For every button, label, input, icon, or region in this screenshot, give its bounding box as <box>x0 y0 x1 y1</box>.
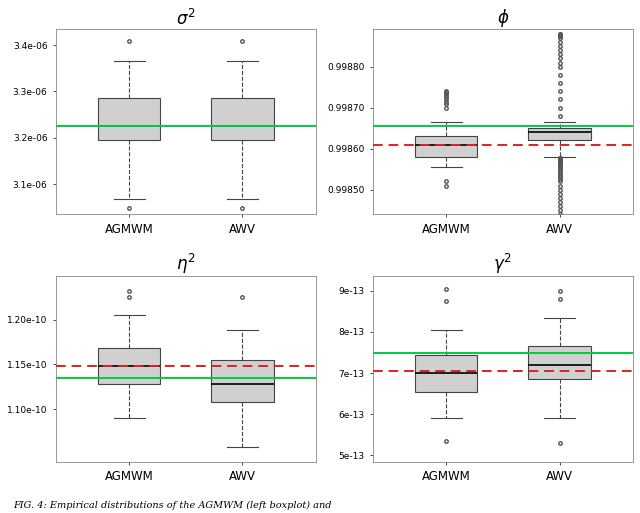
PathPatch shape <box>529 346 591 379</box>
Title: $\eta^2$: $\eta^2$ <box>176 252 196 277</box>
Text: FIG. 4: Empirical distributions of the AGMWM (left boxplot) and: FIG. 4: Empirical distributions of the A… <box>13 501 332 510</box>
PathPatch shape <box>529 128 591 141</box>
PathPatch shape <box>98 98 161 140</box>
Title: $\sigma^2$: $\sigma^2$ <box>176 9 196 29</box>
PathPatch shape <box>211 98 273 140</box>
Title: $\gamma^2$: $\gamma^2$ <box>493 252 513 277</box>
PathPatch shape <box>415 136 477 157</box>
Title: $\phi$: $\phi$ <box>497 7 509 29</box>
PathPatch shape <box>211 360 273 402</box>
PathPatch shape <box>98 348 161 384</box>
PathPatch shape <box>415 354 477 391</box>
